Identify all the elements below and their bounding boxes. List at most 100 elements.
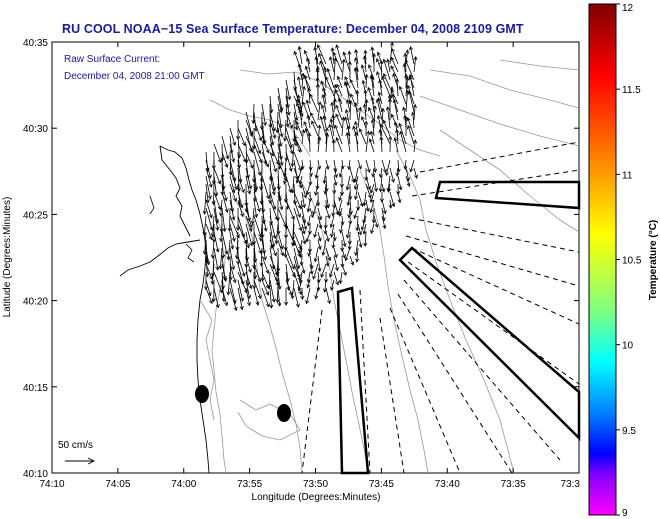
current-vector <box>261 207 267 232</box>
current-vector-head <box>338 173 343 178</box>
current-vector <box>364 231 367 247</box>
y-tick-label: 40:15 <box>23 383 48 394</box>
current-vector-head <box>333 173 338 179</box>
current-vector-head <box>209 275 213 280</box>
current-vector-head <box>347 165 352 171</box>
current-vector <box>213 231 219 252</box>
current-vector-head <box>360 115 365 121</box>
current-vector <box>317 207 322 220</box>
map-title: RU COOL NOAA−15 Sea Surface Temperature:… <box>62 22 524 36</box>
current-vector <box>253 287 259 306</box>
current-vector-head <box>347 60 352 65</box>
current-vector <box>306 57 311 73</box>
current-vector <box>381 215 386 229</box>
current-vector <box>381 207 385 221</box>
current-vector <box>269 191 276 210</box>
current-vector-head <box>346 201 351 207</box>
current-vector-head <box>353 67 358 72</box>
current-vector <box>325 191 329 208</box>
current-vector <box>229 255 232 280</box>
current-vector-head <box>241 188 245 194</box>
current-vector-head <box>269 221 274 226</box>
current-vector-head <box>308 198 313 203</box>
current-vector <box>333 255 338 271</box>
current-vector-head <box>322 179 327 185</box>
current-vector-head <box>369 198 374 204</box>
current-vector-head <box>271 298 276 303</box>
current-vector <box>379 79 383 97</box>
coastline <box>159 145 210 474</box>
current-vector <box>237 127 246 146</box>
current-vector-head <box>379 198 384 203</box>
current-vector-head <box>257 171 262 176</box>
surface-current-vectors <box>202 41 418 312</box>
current-vector-head <box>227 227 232 232</box>
current-vector-head <box>330 286 334 291</box>
current-vector-head <box>329 118 334 123</box>
colorbar-tick-label: 10.5 <box>622 256 642 267</box>
current-vector-head <box>409 46 414 51</box>
current-vector <box>383 73 391 89</box>
current-vector-head <box>246 301 251 307</box>
current-vector-head <box>203 286 209 291</box>
current-vector-head <box>295 98 300 104</box>
current-vector-head <box>307 252 312 257</box>
current-vector <box>261 135 270 153</box>
current-vector-head <box>322 66 327 71</box>
current-vector-head <box>271 191 276 196</box>
current-vector-head <box>350 93 354 98</box>
current-vector-head <box>233 306 238 312</box>
coast-detail <box>149 195 195 263</box>
current-vector-head <box>209 299 213 305</box>
current-vector <box>370 131 375 145</box>
y-tick-label: 40:30 <box>23 124 48 135</box>
current-vector-head <box>289 124 294 129</box>
current-vector-head <box>247 268 252 274</box>
current-vector-head <box>314 174 319 179</box>
current-vector <box>213 175 218 197</box>
current-vector <box>370 75 375 97</box>
current-vector-head <box>362 230 367 235</box>
current-vector <box>306 183 311 195</box>
current-vector <box>237 255 245 277</box>
current-vector-head <box>297 45 302 51</box>
current-vector <box>253 255 256 279</box>
current-vector-head <box>374 223 379 228</box>
current-vector-head <box>265 303 270 308</box>
current-vector-head <box>344 256 349 262</box>
colorbar-tick-label: 11 <box>622 170 633 181</box>
current-vector-head <box>324 76 329 81</box>
current-vector <box>269 199 278 220</box>
colorbar-tick-label: 11.5 <box>622 85 641 96</box>
current-vector-head <box>398 186 403 191</box>
current-vector-head <box>323 190 328 195</box>
current-vector <box>355 121 359 137</box>
current-vector-head <box>332 51 337 57</box>
current-vector-head <box>345 234 350 239</box>
current-vector-head <box>404 73 409 78</box>
current-vector <box>298 76 303 97</box>
current-vector <box>346 99 351 113</box>
current-vector-head <box>215 248 220 253</box>
current-vector-head <box>335 104 340 109</box>
current-vector <box>245 231 250 248</box>
current-vector-head <box>248 284 253 290</box>
current-vector <box>252 103 255 124</box>
current-vector-head <box>242 158 247 163</box>
current-vector <box>237 135 240 158</box>
current-vector-head <box>330 233 335 238</box>
current-vector-head <box>326 204 331 209</box>
y-tick-label: 40:25 <box>23 210 48 221</box>
current-vector-head <box>289 150 294 155</box>
current-vector-head <box>381 188 386 193</box>
current-vector <box>312 199 319 215</box>
current-vector-head <box>277 302 282 307</box>
current-vector <box>381 159 387 173</box>
current-vector-head <box>363 49 368 54</box>
current-vector <box>361 116 367 129</box>
current-vector-head <box>313 233 318 239</box>
current-vector-head <box>390 56 395 61</box>
current-vector <box>333 167 338 178</box>
current-vector-head <box>407 124 411 130</box>
